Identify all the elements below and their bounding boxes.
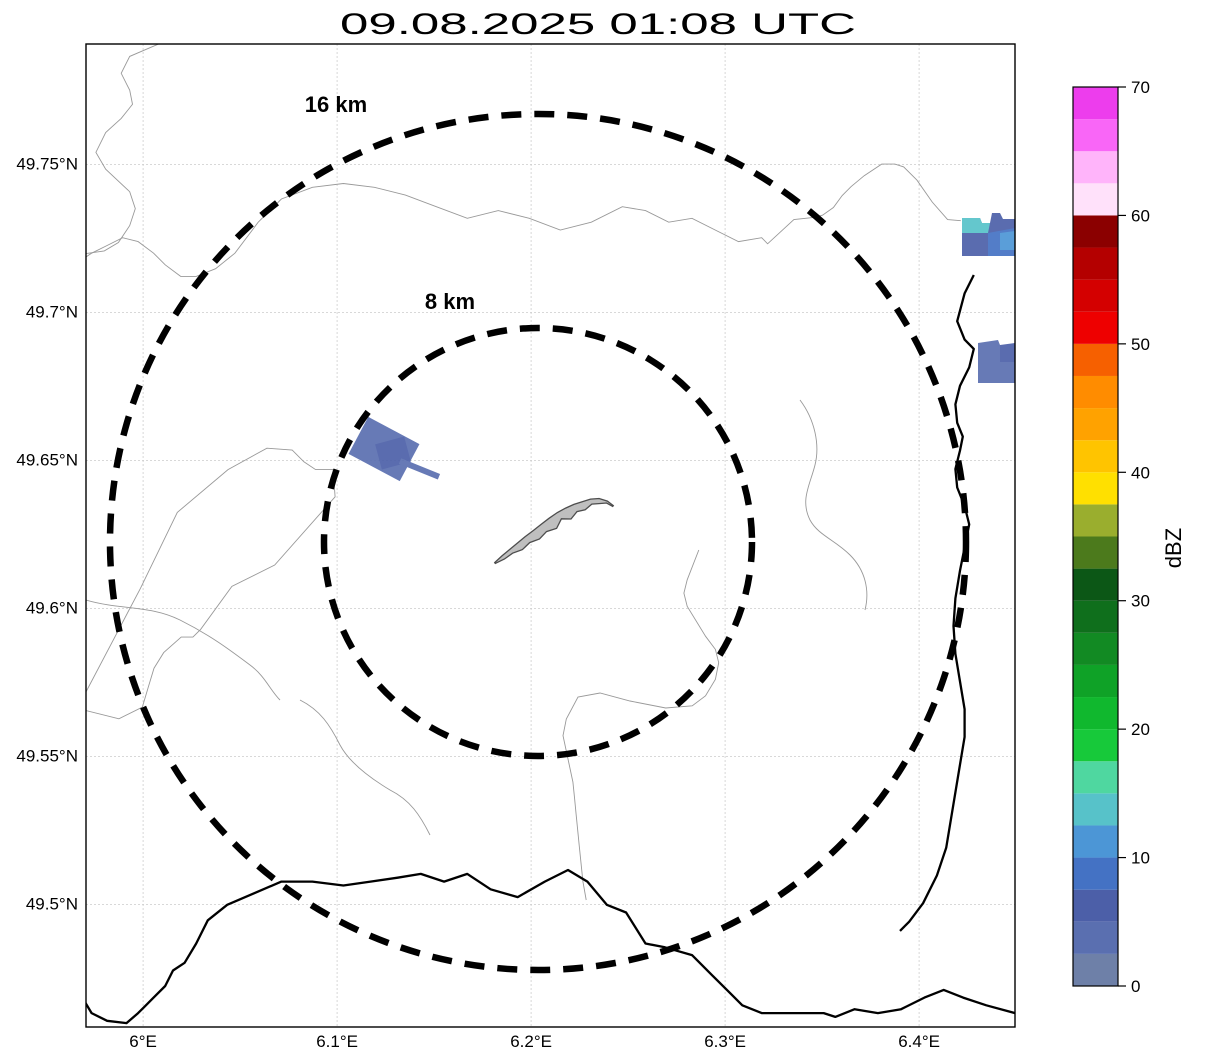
svg-text:8 km: 8 km xyxy=(425,289,475,314)
svg-text:dBZ: dBZ xyxy=(1161,528,1186,568)
svg-text:49.6°N: 49.6°N xyxy=(26,598,78,617)
svg-text:10: 10 xyxy=(1131,849,1150,868)
svg-text:49.5°N: 49.5°N xyxy=(26,894,78,913)
svg-text:30: 30 xyxy=(1131,592,1150,611)
svg-text:6.4°E: 6.4°E xyxy=(898,1032,940,1051)
svg-text:6.3°E: 6.3°E xyxy=(704,1032,746,1051)
svg-text:09.08.2025 01:08 UTC: 09.08.2025 01:08 UTC xyxy=(340,7,856,41)
svg-text:50: 50 xyxy=(1131,335,1150,354)
svg-text:6°E: 6°E xyxy=(129,1032,157,1051)
svg-text:40: 40 xyxy=(1131,463,1150,482)
svg-text:20: 20 xyxy=(1131,720,1150,739)
svg-text:49.7°N: 49.7°N xyxy=(26,302,78,321)
svg-text:49.65°N: 49.65°N xyxy=(16,450,78,469)
svg-text:16 km: 16 km xyxy=(305,92,367,117)
svg-text:0: 0 xyxy=(1131,977,1140,996)
svg-text:70: 70 xyxy=(1131,78,1150,97)
svg-text:49.55°N: 49.55°N xyxy=(16,746,78,765)
svg-text:60: 60 xyxy=(1131,206,1150,225)
svg-text:49.75°N: 49.75°N xyxy=(16,154,78,173)
svg-text:6.2°E: 6.2°E xyxy=(510,1032,552,1051)
svg-text:6.1°E: 6.1°E xyxy=(316,1032,358,1051)
